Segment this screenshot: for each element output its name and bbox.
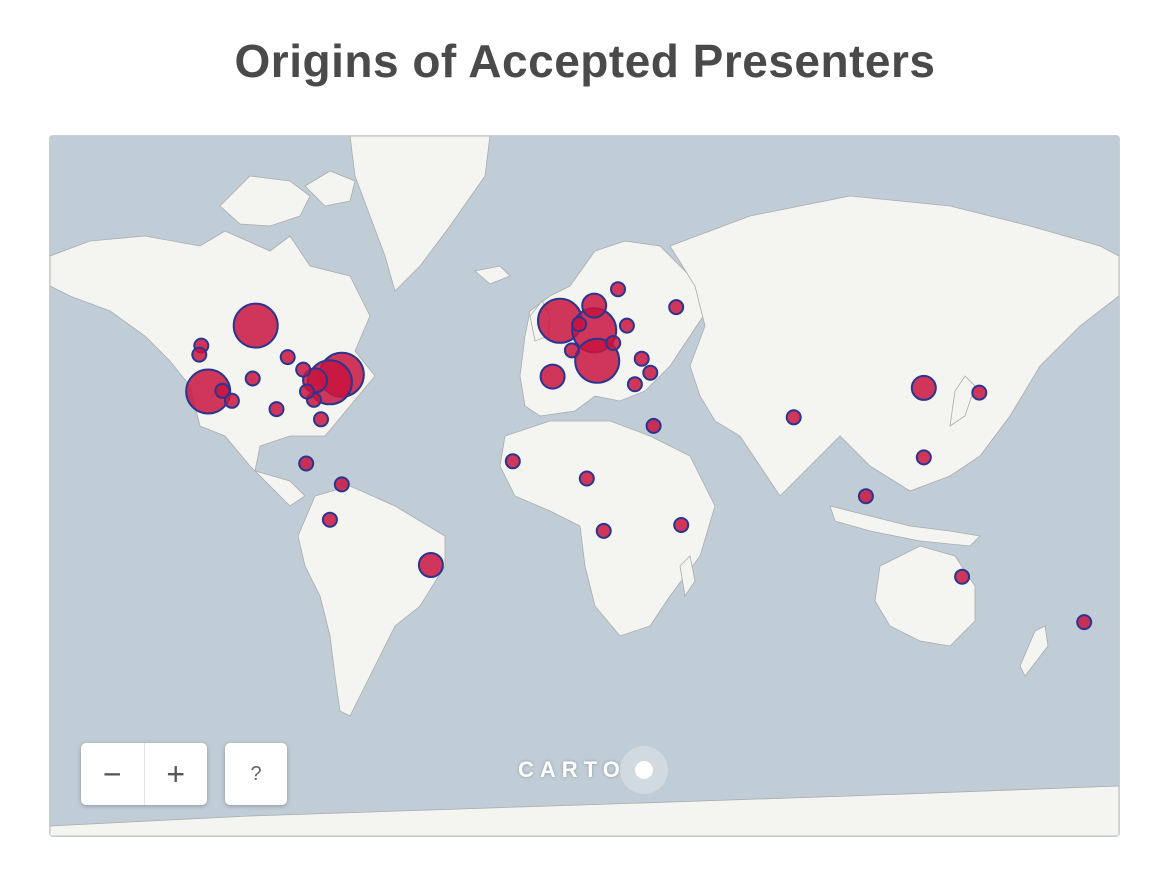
map-marker[interactable] <box>578 470 595 487</box>
map-marker[interactable] <box>232 302 279 349</box>
map-marker[interactable] <box>645 417 662 434</box>
land-south-america <box>297 485 446 717</box>
carto-dot-icon <box>619 746 668 794</box>
help-button[interactable]: ? <box>225 743 287 805</box>
map-marker[interactable] <box>971 384 988 401</box>
map-marker[interactable] <box>333 476 350 493</box>
map-marker[interactable] <box>954 568 971 585</box>
land-madagascar <box>679 555 696 598</box>
land-greenland <box>349 136 491 292</box>
land-north-america <box>50 230 376 507</box>
map-marker[interactable] <box>571 316 588 333</box>
map-marker[interactable] <box>563 342 580 359</box>
map-marker[interactable] <box>642 364 659 381</box>
map-marker[interactable] <box>605 335 622 351</box>
map-marker[interactable] <box>321 511 338 528</box>
map-marker[interactable] <box>581 292 608 319</box>
map-marker[interactable] <box>857 488 874 505</box>
zoom-out-button[interactable]: − <box>102 755 122 792</box>
landmasses <box>50 136 1119 836</box>
map-marker[interactable] <box>298 455 315 472</box>
map-marker[interactable] <box>668 299 685 316</box>
marker-layer[interactable] <box>185 281 1093 631</box>
land-iceland <box>474 265 511 285</box>
zoom-in-button[interactable]: + <box>143 743 208 805</box>
page-title: Origins of Accepted Presenters <box>234 35 936 87</box>
map-marker[interactable] <box>313 411 329 428</box>
map-marker[interactable] <box>626 376 643 393</box>
map-marker[interactable] <box>595 522 612 539</box>
map-marker[interactable] <box>504 453 521 470</box>
map-marker[interactable] <box>915 449 932 466</box>
map-marker[interactable] <box>299 383 315 400</box>
map-canvas[interactable] <box>50 136 1119 836</box>
map-marker[interactable] <box>610 281 626 298</box>
world-map[interactable]: − + ? CARTO <box>49 135 1120 837</box>
map-marker[interactable] <box>910 374 937 401</box>
map-marker[interactable] <box>574 337 621 384</box>
map-marker[interactable] <box>618 317 635 334</box>
map-marker[interactable] <box>191 346 208 363</box>
land-antarctica <box>50 785 1119 836</box>
land-asia <box>669 195 1119 497</box>
map-marker[interactable] <box>417 552 444 578</box>
carto-logo-text: CARTO <box>518 757 626 782</box>
land-australia <box>874 545 976 647</box>
map-marker[interactable] <box>673 517 690 533</box>
land-indonesia <box>829 505 981 547</box>
map-marker[interactable] <box>539 363 566 390</box>
zoom-control: − + <box>81 743 207 805</box>
map-marker[interactable] <box>214 382 231 399</box>
map-marker[interactable] <box>295 361 312 378</box>
map-marker[interactable] <box>279 349 296 366</box>
map-marker[interactable] <box>1076 614 1093 631</box>
land-japan <box>949 375 976 427</box>
map-marker[interactable] <box>785 409 802 426</box>
map-marker[interactable] <box>244 370 261 387</box>
land-arctic-islands <box>219 170 356 227</box>
carto-logo[interactable]: CARTO <box>518 746 668 794</box>
map-marker[interactable] <box>268 401 285 418</box>
map-marker[interactable] <box>633 350 650 367</box>
map-marker[interactable] <box>223 392 240 409</box>
land-new-zealand <box>1019 625 1049 677</box>
